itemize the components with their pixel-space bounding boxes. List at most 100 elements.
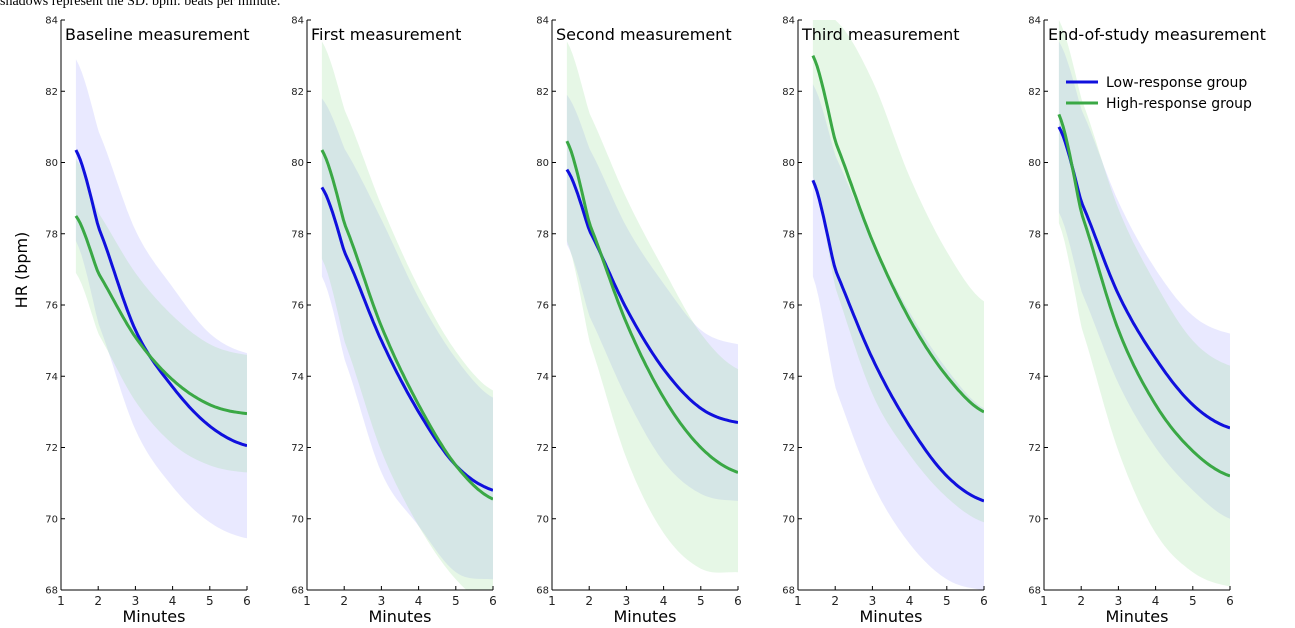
- x-tick-label: 5: [206, 594, 214, 608]
- x-tick-label: 5: [697, 594, 705, 608]
- y-tick-label: 72: [536, 443, 549, 454]
- x-tick-label: 5: [1189, 594, 1197, 608]
- panel-title: End-of-study measurement: [1048, 25, 1266, 44]
- y-tick-label: 76: [536, 301, 549, 312]
- sd-band-low: [566, 94, 738, 501]
- series-line-low: [811, 179, 984, 503]
- plot-area: [320, 41, 493, 590]
- panel-title: Baseline measurement: [65, 25, 250, 44]
- y-tick-label: 76: [291, 301, 304, 312]
- sd-band-high: [75, 158, 247, 473]
- x-tick-label: 6: [489, 594, 497, 608]
- x-tick-label: 4: [906, 594, 914, 608]
- panel-5: 68 70 72 74 76 78 80 82 84 1 2 3 4 5 6 End-of-study mea…: [1028, 16, 1266, 627]
- y-tick-label: 68: [45, 586, 58, 597]
- panel-title: Third measurement: [801, 25, 960, 44]
- y-tick-label: 84: [291, 16, 304, 27]
- x-tick-label: 3: [623, 594, 631, 608]
- x-tick-label: 5: [452, 594, 460, 608]
- y-tick-label: 74: [45, 372, 58, 383]
- y-tick-label: 76: [782, 301, 795, 312]
- sd-band-high: [566, 41, 738, 573]
- series-line-high: [320, 149, 493, 501]
- y-tick-label: 68: [782, 586, 795, 597]
- panel-4: 68 70 72 74 76 78 80 82 84 1 2 3 4 5 6 Third measuremen…: [782, 16, 988, 627]
- y-tick-label: 78: [45, 229, 58, 240]
- y-tick-label: 74: [782, 372, 795, 383]
- legend: Low-response group High-response group: [1066, 75, 1252, 112]
- y-tick-label: 70: [291, 514, 304, 525]
- series-line-high: [811, 54, 984, 414]
- y-tick-label: 84: [45, 16, 58, 27]
- y-tick-label: 72: [291, 443, 304, 454]
- x-axis-label: Minutes: [614, 607, 677, 626]
- legend-label: High-response group: [1106, 96, 1252, 112]
- panel-1: 68 70 72 74 76 78 80 82 84 1 2 3 4 5 6 Baseline measure…: [45, 16, 251, 627]
- y-tick-label: 68: [536, 586, 549, 597]
- y-tick-label: 84: [1028, 16, 1041, 27]
- y-tick-label: 74: [1028, 372, 1041, 383]
- x-tick-label: 1: [548, 594, 556, 608]
- y-tick-label: 76: [1028, 301, 1041, 312]
- y-tick-label: 72: [1028, 443, 1041, 454]
- series-line-high: [565, 140, 738, 474]
- legend-label: Low-response group: [1106, 75, 1247, 91]
- figure-caption: shadows represent the SD. bpm: beats per…: [0, 0, 281, 9]
- series-line-low: [1057, 126, 1230, 430]
- x-tick-label: 4: [169, 594, 177, 608]
- sd-band-low: [75, 59, 247, 539]
- x-tick-label: 4: [415, 594, 423, 608]
- x-tick-label: 2: [831, 594, 839, 608]
- panel-3: 68 70 72 74 76 78 80 82 84 1 2 3 4 5 6 Second measureme…: [536, 16, 742, 627]
- y-tick-label: 80: [291, 158, 304, 169]
- y-tick-label: 68: [1028, 586, 1041, 597]
- y-tick-label: 70: [1028, 514, 1041, 525]
- y-tick-label: 84: [782, 16, 795, 27]
- x-tick-label: 6: [980, 594, 988, 608]
- y-tick-label: 74: [536, 372, 549, 383]
- plot-area: [811, 20, 984, 590]
- plot-area: [565, 41, 738, 573]
- y-tick-label: 82: [291, 87, 304, 98]
- y-tick-label: 72: [782, 443, 795, 454]
- x-tick-label: 4: [1152, 594, 1160, 608]
- y-tick-label: 82: [1028, 87, 1041, 98]
- sd-band-high: [812, 20, 984, 523]
- x-tick-label: 2: [1077, 594, 1085, 608]
- x-tick-label: 1: [794, 594, 802, 608]
- y-tick-label: 78: [782, 229, 795, 240]
- y-tick-label: 80: [1028, 158, 1041, 169]
- x-axis-label: Minutes: [1106, 607, 1169, 626]
- x-tick-label: 1: [303, 594, 311, 608]
- y-tick-label: 78: [536, 229, 549, 240]
- x-tick-label: 6: [734, 594, 742, 608]
- series-line-high: [1057, 113, 1230, 478]
- y-tick-label: 70: [782, 514, 795, 525]
- panel-title: First measurement: [311, 25, 461, 44]
- y-tick-label: 78: [1028, 229, 1041, 240]
- y-tick-label: 70: [45, 514, 58, 525]
- x-tick-label: 3: [132, 594, 140, 608]
- y-tick-label: 74: [291, 372, 304, 383]
- panel-2: 68 70 72 74 76 78 80 82 84 1 2 3 4 5 6 First measuremen…: [291, 16, 497, 627]
- x-axis-label: Minutes: [860, 607, 923, 626]
- plot-area: [1057, 20, 1230, 587]
- x-axis-label: Minutes: [123, 607, 186, 626]
- sd-band-high: [321, 41, 493, 590]
- y-tick-label: 68: [291, 586, 304, 597]
- y-tick-label: 80: [45, 158, 58, 169]
- panel-title: Second measurement: [556, 25, 732, 44]
- x-tick-label: 2: [585, 594, 593, 608]
- y-tick-label: 82: [536, 87, 549, 98]
- x-tick-label: 6: [243, 594, 251, 608]
- series-line-high: [74, 215, 247, 416]
- x-tick-label: 4: [660, 594, 668, 608]
- x-tick-label: 3: [869, 594, 877, 608]
- x-tick-label: 1: [57, 594, 65, 608]
- y-axis-label: HR (bpm): [12, 232, 31, 309]
- x-tick-label: 1: [1040, 594, 1048, 608]
- y-tick-label: 82: [45, 87, 58, 98]
- y-tick-label: 80: [536, 158, 549, 169]
- y-tick-label: 70: [536, 514, 549, 525]
